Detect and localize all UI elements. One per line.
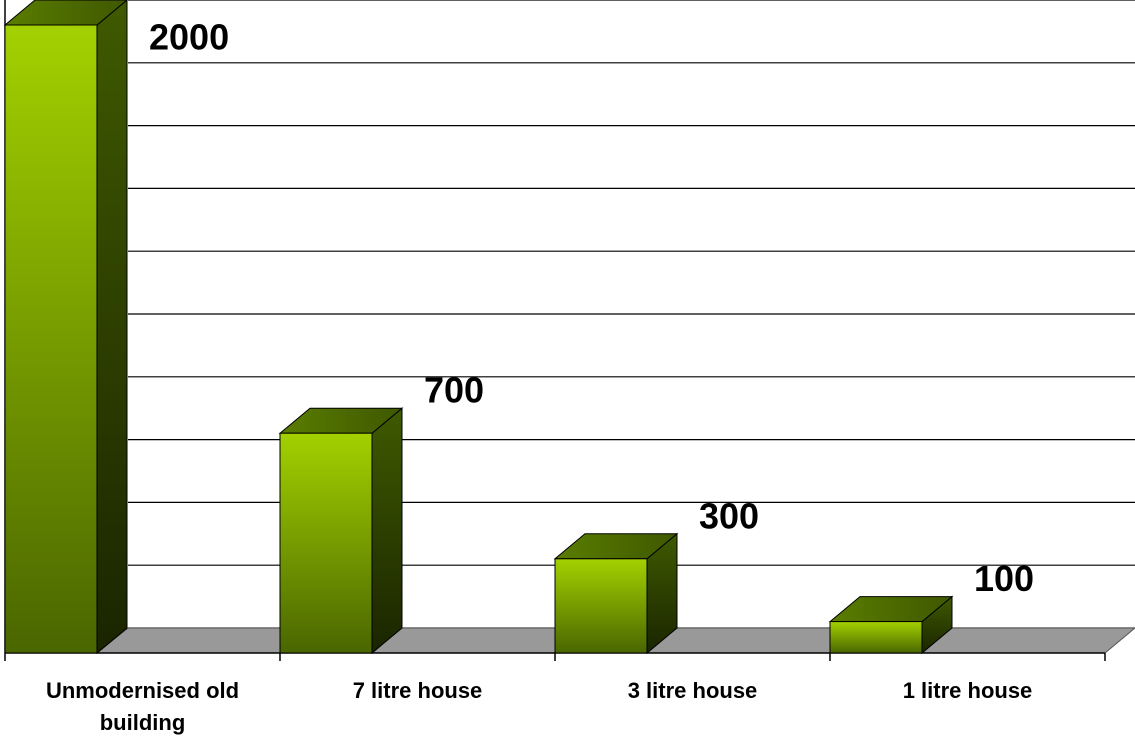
bar-group <box>3 0 128 655</box>
x-tick-text: 7 litre house <box>352 678 483 703</box>
x-tick-label: Unmodernised old building <box>5 675 280 739</box>
bar-side <box>371 407 403 655</box>
x-tick-text: 3 litre house <box>627 678 758 703</box>
bar-group <box>828 595 954 655</box>
bar-group <box>553 532 679 655</box>
value-label: 700 <box>424 370 484 411</box>
bar <box>554 558 648 654</box>
x-tick-label: 1 litre house <box>830 675 1105 707</box>
x-tick-label: 7 litre house <box>280 675 555 707</box>
value-label: 100 <box>974 558 1034 599</box>
x-tick-label: 3 litre house <box>555 675 830 707</box>
bar <box>279 432 373 654</box>
value-label: 2000 <box>149 17 229 58</box>
x-tick-text: Unmodernised old building <box>45 678 240 735</box>
bar <box>4 24 98 654</box>
bar-side <box>96 0 128 655</box>
value-label: 300 <box>699 495 759 536</box>
bar <box>829 621 923 654</box>
bar-group <box>278 407 404 655</box>
x-tick-text: 1 litre house <box>902 678 1033 703</box>
